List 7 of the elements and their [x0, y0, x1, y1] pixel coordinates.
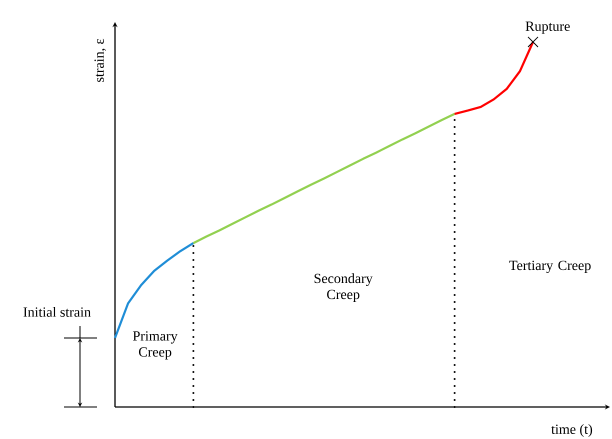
text: Rupture [526, 22, 570, 34]
y-axis-title: strain, ε [94, 38, 106, 82]
annotation: Secondary Creep [314, 273, 373, 302]
annotation: Tertiary Creep [509, 260, 591, 274]
annotation: Primary Creep [132, 331, 178, 360]
text: Initial strain [23, 306, 91, 317]
x-axis-title: time (t) [551, 424, 592, 437]
